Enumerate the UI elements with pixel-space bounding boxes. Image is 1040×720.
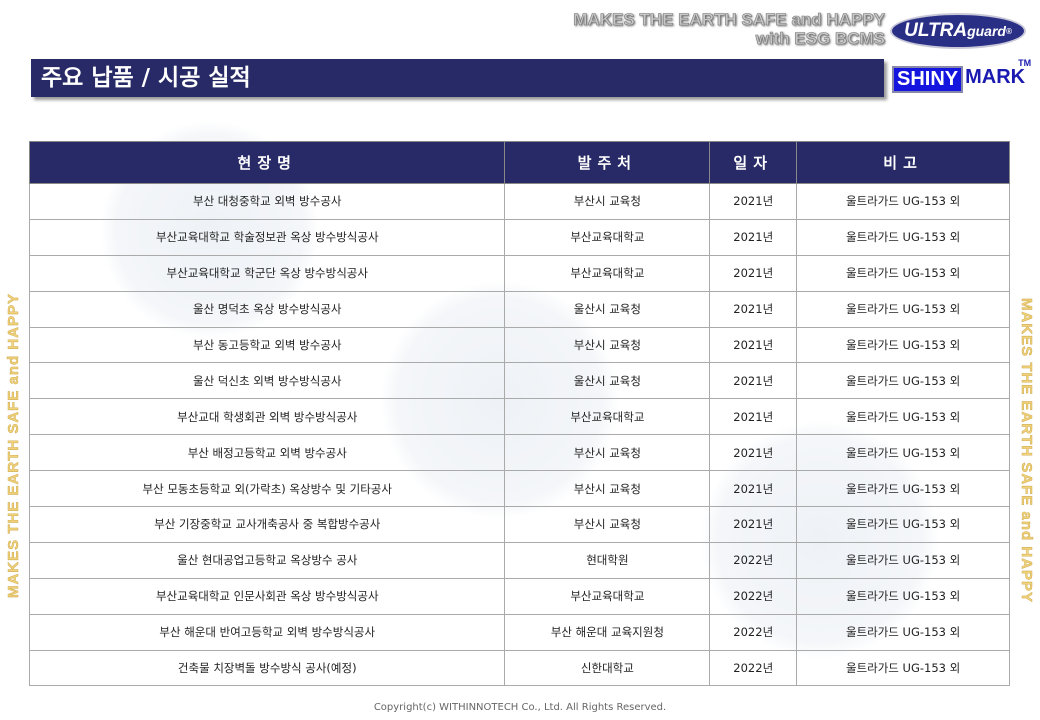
table-row: 울산 명덕초 옥상 방수방식공사 울산시 교육청 2021년 울트라가드 UG-153… [28, 290, 1010, 328]
slogan-line-1: MAKES THE EARTH SAFE and HAPPY [573, 10, 885, 30]
col-note: 비고 [796, 141, 1010, 184]
cell-client: 부산교육대학교 [504, 398, 711, 436]
table-row: 부산 대청중학교 외벽 방수공사 부산시 교육청 2021년 울트라가드 UG-153… [28, 183, 1010, 220]
cell-site: 부산교육대학교 학군단 옥상 방수방식공사 [28, 254, 506, 292]
table-row: 울산 덕신초 외벽 방수방식공사 울산시 교육청 2021년 울트라가드 UG-153… [28, 362, 1010, 400]
cell-note: 울트라가드 UG-153 외 [796, 434, 1010, 472]
cell-date: 2021년 [709, 218, 798, 256]
table-row: 부산 동고등학교 외벽 방수공사 부산시 교육청 2021년 울트라가드 UG-153… [28, 326, 1010, 364]
logo-guard: guard [967, 23, 1006, 39]
side-slogan-right: MAKES THE EARTH SAFE and HAPPY [1018, 298, 1035, 604]
cell-date: 2022년 [709, 541, 798, 579]
cell-note: 울트라가드 UG-153 외 [796, 218, 1010, 256]
cell-date: 2021년 [709, 326, 798, 364]
cell-note: 울트라가드 UG-153 외 [796, 649, 1010, 687]
logo-ultra: ULTRA [904, 20, 968, 41]
cell-client: 부산시 교육청 [504, 506, 711, 543]
cell-date: 2021년 [709, 470, 798, 508]
cell-site: 부산 대청중학교 외벽 방수공사 [28, 183, 506, 220]
cell-date: 2022년 [709, 577, 798, 615]
cell-site: 부산 동고등학교 외벽 방수공사 [28, 326, 506, 364]
table-row: 부산교육대학교 인문사회관 옥상 방수방식공사 부산교육대학교 2022년 울트라가드… [28, 577, 1010, 615]
table-row: 부산교대 학생회관 외벽 방수방식공사 부산교육대학교 2021년 울트라가드 UG-… [28, 398, 1010, 436]
cell-client: 현대학원 [504, 541, 711, 579]
cell-note: 울트라가드 UG-153 외 [796, 613, 1010, 651]
cell-date: 2022년 [709, 613, 798, 651]
copyright: Copyright(c) WITHINNOTECH Co., Ltd. All … [373, 702, 667, 713]
cell-client: 부산 해운대 교육지원청 [504, 613, 711, 651]
table-row: 부산 배정고등학교 외벽 방수공사 부산시 교육청 2021년 울트라가드 UG-15… [28, 434, 1010, 472]
shinymark-logo: SHINY MARK TM [892, 58, 1031, 93]
logo-shiny: SHINY [892, 66, 964, 93]
cell-date: 2021년 [709, 183, 798, 220]
cell-site: 부산 배정고등학교 외벽 방수공사 [28, 434, 506, 472]
cell-note: 울트라가드 UG-153 외 [796, 326, 1010, 364]
table-row: 울산 현대공업고등학교 옥상방수 공사 현대학원 2022년 울트라가드 UG-153… [28, 541, 1010, 579]
logo-tm: TM [1018, 58, 1032, 68]
cell-note: 울트라가드 UG-153 외 [796, 506, 1010, 543]
cell-client: 부산시 교육청 [504, 434, 711, 472]
cell-client: 부산교육대학교 [504, 218, 711, 256]
page-title: 주요 납품 / 시공 실적 [31, 59, 884, 97]
cell-client: 부산교육대학교 [504, 254, 711, 292]
col-site: 현장명 [28, 141, 506, 184]
cell-client: 부산시 교육청 [504, 183, 711, 220]
cell-note: 울트라가드 UG-153 외 [796, 183, 1010, 220]
logo-mark: MARK [965, 66, 1026, 88]
table-row: 건축물 치장벽돌 방수방식 공사(예정) 신한대학교 2022년 울트라가드 UG-1… [28, 649, 1010, 687]
cell-date: 2021년 [709, 254, 798, 292]
table-row: 부산 기장중학교 교사개축공사 중 복합방수공사 부산시 교육청 2021년 울트라가… [28, 506, 1010, 543]
cell-date: 2021년 [709, 506, 798, 543]
cell-client: 부산시 교육청 [504, 470, 711, 508]
cell-client: 울산시 교육청 [504, 290, 711, 328]
table-row: 부산 해운대 반여고등학교 외벽 방수방식공사 부산 해운대 교육지원청 2022년… [28, 613, 1010, 651]
cell-note: 울트라가드 UG-153 외 [796, 541, 1010, 579]
cell-note: 울트라가드 UG-153 외 [796, 290, 1010, 328]
ultraguard-logo: ULTRA guard ® [890, 13, 1026, 49]
cell-date: 2021년 [709, 398, 798, 436]
cell-note: 울트라가드 UG-153 외 [796, 470, 1010, 508]
cell-site: 울산 현대공업고등학교 옥상방수 공사 [28, 541, 506, 579]
cell-client: 울산시 교육청 [504, 362, 711, 400]
cell-client: 신한대학교 [504, 649, 711, 687]
table-row: 부산교육대학교 학군단 옥상 방수방식공사 부산교육대학교 2021년 울트라가드 U… [28, 254, 1010, 292]
cell-client: 부산교육대학교 [504, 577, 711, 615]
slogan: MAKES THE EARTH SAFE and HAPPY with ESG B… [573, 10, 885, 49]
cell-note: 울트라가드 UG-153 외 [796, 577, 1010, 615]
cell-site: 부산 기장중학교 교사개축공사 중 복합방수공사 [28, 506, 506, 543]
col-client: 발주처 [504, 141, 711, 184]
cell-site: 울산 덕신초 외벽 방수방식공사 [28, 362, 506, 400]
cell-client: 부산시 교육청 [504, 326, 711, 364]
cell-note: 울트라가드 UG-153 외 [796, 398, 1010, 436]
cell-date: 2021년 [709, 290, 798, 328]
cell-site: 울산 명덕초 옥상 방수방식공사 [28, 290, 506, 328]
cell-date: 2021년 [709, 362, 798, 400]
cell-site: 건축물 치장벽돌 방수방식 공사(예정) [28, 649, 506, 687]
cell-site: 부산교육대학교 학술정보관 옥상 방수방식공사 [28, 218, 506, 256]
table-row: 부산 모동초등학교 외(가락초) 옥상방수 및 기타공사 부산시 교육청 2021년… [28, 470, 1010, 508]
projects-table: 현장명 발주처 일자 비고 부산 대청중학교 외벽 방수공사 부산시 교육청 202… [28, 141, 1010, 687]
slogan-line-2: with ESG BCMS [755, 29, 885, 49]
table-header: 현장명 발주처 일자 비고 [28, 141, 1010, 184]
side-slogan-left: MAKES THE EARTH SAFE and HAPPY [5, 292, 22, 598]
logo-reg: ® [1005, 26, 1012, 36]
col-date: 일자 [709, 141, 798, 184]
cell-site: 부산교대 학생회관 외벽 방수방식공사 [28, 398, 506, 436]
cell-site: 부산 해운대 반여고등학교 외벽 방수방식공사 [28, 613, 506, 651]
cell-date: 2021년 [709, 434, 798, 472]
cell-site: 부산 모동초등학교 외(가락초) 옥상방수 및 기타공사 [28, 470, 506, 508]
cell-site: 부산교육대학교 인문사회관 옥상 방수방식공사 [28, 577, 506, 615]
cell-note: 울트라가드 UG-153 외 [796, 362, 1010, 400]
cell-note: 울트라가드 UG-153 외 [796, 254, 1010, 292]
cell-date: 2022년 [709, 649, 798, 687]
table-row: 부산교육대학교 학술정보관 옥상 방수방식공사 부산교육대학교 2021년 울트라가드… [28, 218, 1010, 256]
